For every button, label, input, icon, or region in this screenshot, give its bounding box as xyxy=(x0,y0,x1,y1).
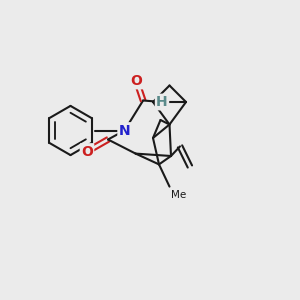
Text: O: O xyxy=(81,145,93,158)
Text: Me: Me xyxy=(171,190,186,200)
Text: N: N xyxy=(119,124,130,137)
Text: O: O xyxy=(130,74,142,88)
Text: H: H xyxy=(156,95,168,109)
